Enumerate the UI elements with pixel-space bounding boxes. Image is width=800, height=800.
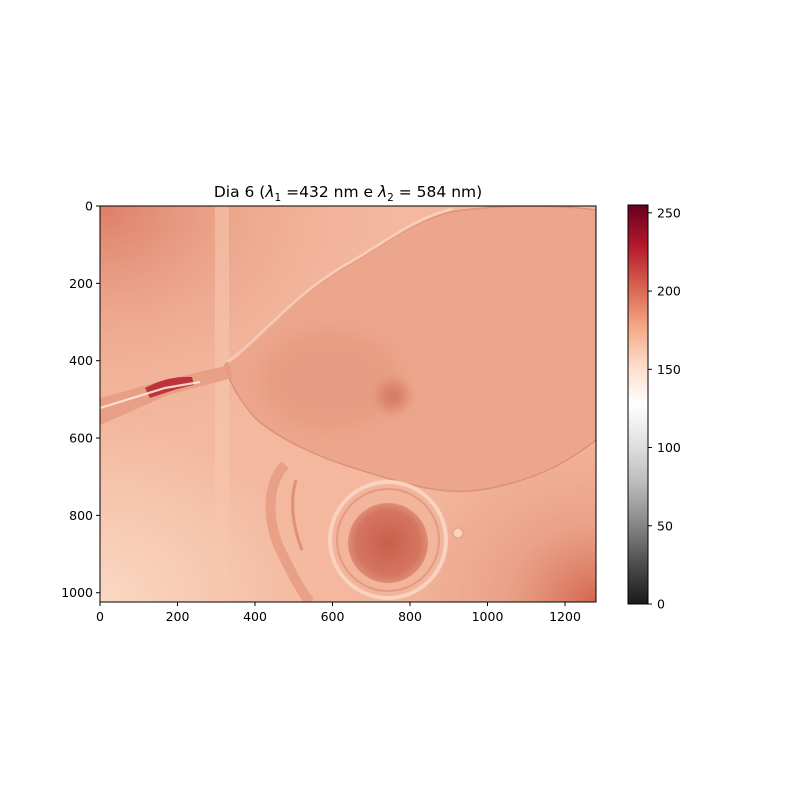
appendage-curve bbox=[265, 461, 314, 602]
x-tick-label: 600 bbox=[321, 609, 345, 624]
y-tick-label: 200 bbox=[69, 276, 93, 291]
image-axes-frame bbox=[99, 205, 597, 603]
y-tick-label: 800 bbox=[69, 508, 93, 523]
colorbar-tick-label: 200 bbox=[657, 284, 681, 299]
x-axis: 0 200 400 600 800 1000 1200 bbox=[96, 602, 581, 624]
x-tick-label: 1000 bbox=[472, 609, 504, 624]
tube-light-streak bbox=[100, 380, 201, 410]
egg-core bbox=[348, 503, 428, 583]
colorbar bbox=[627, 204, 649, 605]
x-tick-label: 0 bbox=[96, 609, 104, 624]
y-tick-label: 1000 bbox=[61, 585, 93, 600]
image-plot bbox=[100, 206, 596, 602]
colorbar-tick-label: 0 bbox=[657, 597, 665, 612]
body-inner-shading bbox=[260, 330, 400, 430]
y-tick-label: 0 bbox=[85, 199, 93, 214]
x-tick-label: 400 bbox=[243, 609, 267, 624]
x-tick-label: 1200 bbox=[549, 609, 581, 624]
colorbar-axis: 0 50 100 150 200 250 bbox=[648, 205, 681, 612]
y-tick-label: 600 bbox=[69, 431, 93, 446]
colorbar-tick-label: 150 bbox=[657, 362, 681, 377]
small-bubble bbox=[452, 527, 464, 539]
colorbar-tick-label: 50 bbox=[657, 518, 673, 533]
egg-outer-ring-inner bbox=[336, 488, 440, 592]
y-tick-label: 400 bbox=[69, 353, 93, 368]
body-top-light-edge bbox=[227, 207, 453, 364]
tube-band bbox=[100, 365, 232, 425]
vertical-artifact-band bbox=[215, 206, 229, 602]
chart-title: Dia 6 (λ1 =432 nm e λ2 = 584 nm) bbox=[214, 183, 482, 204]
y-axis: 0 200 400 600 800 1000 bbox=[61, 199, 100, 600]
colorbar-tick-label: 250 bbox=[657, 205, 681, 220]
lower-left-light-region bbox=[100, 420, 320, 602]
x-tick-label: 800 bbox=[398, 609, 422, 624]
dark-spot bbox=[371, 374, 415, 418]
appendage-curve-inner bbox=[291, 479, 304, 551]
colorbar-tick-label: 100 bbox=[657, 440, 681, 455]
x-tick-label: 200 bbox=[166, 609, 190, 624]
